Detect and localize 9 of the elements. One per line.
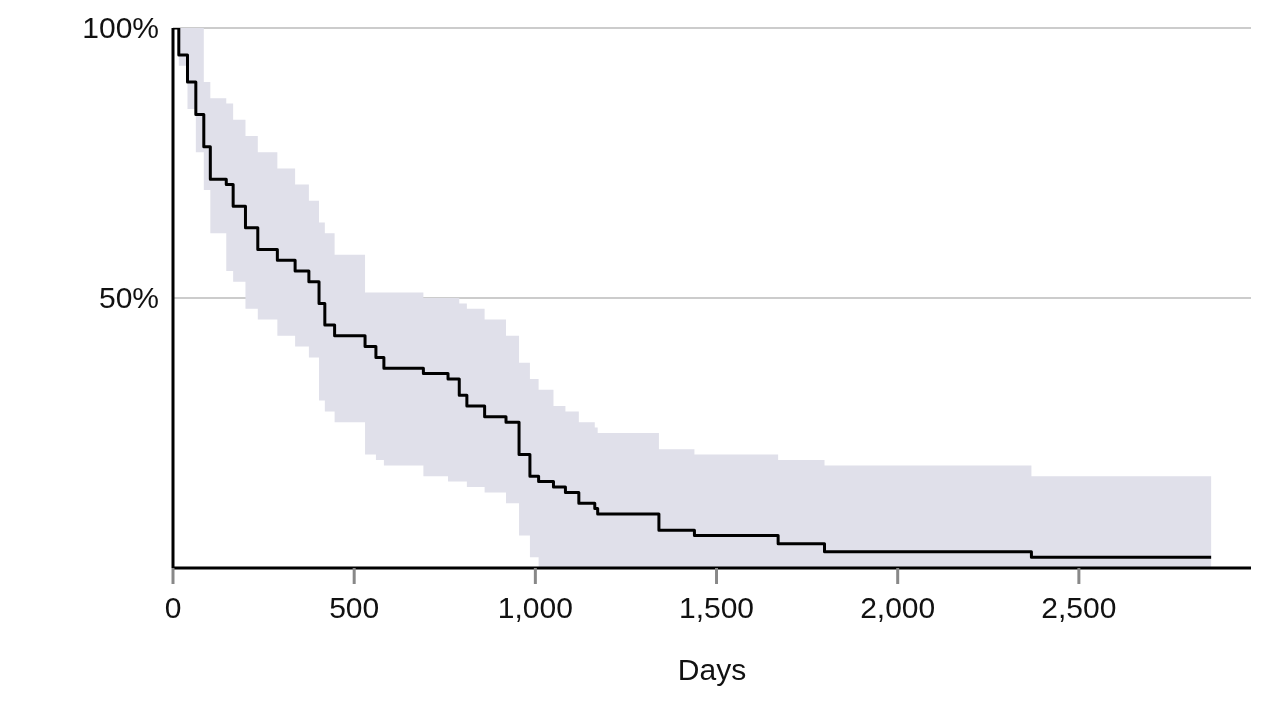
x-tick-label: 2,000: [860, 591, 936, 624]
x-axis-title: Days: [677, 653, 747, 686]
x-tick-label: 0: [164, 591, 182, 624]
x-tick-label: 1,500: [678, 591, 755, 624]
y-tick-label: 50%: [98, 281, 159, 314]
x-tick-label: 1,000: [497, 591, 573, 624]
x-tick-label: 500: [329, 591, 380, 624]
y-tick-label: 100%: [82, 11, 159, 44]
x-tick-label: 2,500: [1041, 591, 1117, 624]
